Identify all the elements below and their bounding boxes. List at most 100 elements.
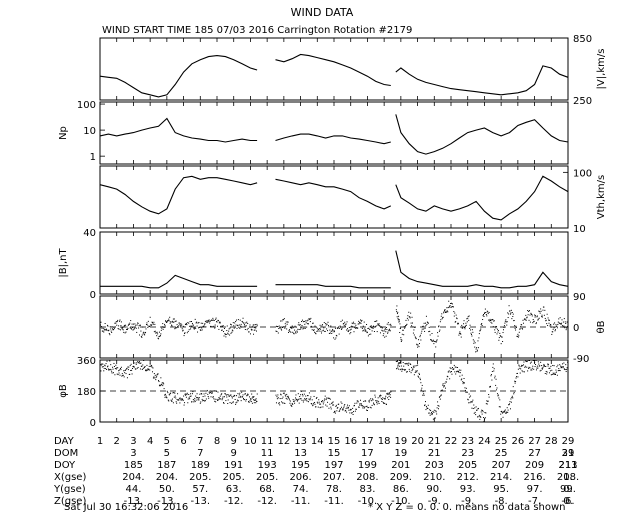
panel-phi-point xyxy=(331,403,333,405)
panel-theta-point xyxy=(232,330,234,332)
panel-phi-point xyxy=(119,367,121,369)
panel-phi-point xyxy=(339,408,341,410)
panel-theta-point xyxy=(538,310,540,312)
panel-theta-point xyxy=(503,326,505,328)
panel-phi-point xyxy=(319,407,321,409)
panel-phi-point xyxy=(316,396,318,398)
panel-phi-point xyxy=(425,401,426,403)
table-cell: 19 xyxy=(394,448,407,459)
panel-theta-point xyxy=(350,332,352,334)
panel-phi-point xyxy=(435,411,437,413)
panel-phi-point xyxy=(229,395,231,397)
panel-theta-point xyxy=(136,331,138,333)
panel-theta-point xyxy=(366,331,368,333)
table-cell: 7 xyxy=(197,436,203,447)
panel-phi-point xyxy=(283,392,285,394)
panel-phi-point xyxy=(455,366,457,368)
panel-phi-point xyxy=(529,362,531,364)
table-cell: 13 xyxy=(294,448,307,459)
panel-theta-point xyxy=(396,305,398,307)
panel-theta-point xyxy=(538,317,540,319)
panel-theta-point xyxy=(398,321,400,323)
panel-phi-point xyxy=(187,398,189,400)
panel-phi-point xyxy=(483,420,485,422)
panel-phi-point xyxy=(124,372,126,374)
panel-phi-point xyxy=(322,406,324,408)
panel-phi-point xyxy=(234,398,236,400)
panel-frame-density xyxy=(99,101,569,165)
panel-theta-point xyxy=(412,326,414,328)
panel-phi-point xyxy=(139,362,141,364)
panel-phi-point xyxy=(125,373,127,375)
panel-theta-point xyxy=(197,322,199,324)
panel-theta-point xyxy=(234,322,236,324)
panel-theta-point xyxy=(112,328,114,330)
panel-theta-point xyxy=(536,316,538,318)
footer-note: * X Y Z = 0. 0. 0. means no data shown xyxy=(368,502,566,512)
panel-theta-point xyxy=(444,309,446,311)
panel-theta-point xyxy=(549,325,551,327)
panel-phi-point xyxy=(235,403,237,405)
panel-theta-point xyxy=(191,321,192,323)
panel-theta-point xyxy=(436,340,438,342)
panel-phi-point xyxy=(365,406,367,408)
panel-theta-point xyxy=(407,315,409,317)
panel-phi-point xyxy=(529,367,531,369)
panel-phi-point xyxy=(360,403,362,405)
table-cell: 25 xyxy=(495,436,508,447)
panel-phi-point xyxy=(170,399,172,401)
panel-phi-point xyxy=(351,412,353,414)
table-cell: 15 xyxy=(328,448,341,459)
table-cell: -6. xyxy=(561,496,574,507)
panel-theta-point xyxy=(227,333,229,335)
panel-phi-point xyxy=(327,401,329,403)
panel-phi-point xyxy=(354,410,356,412)
panel-theta-point xyxy=(133,328,135,330)
table-cell: 10 xyxy=(244,436,257,447)
panel-theta-point xyxy=(351,322,353,324)
panel-phi-point xyxy=(101,366,103,368)
panel-phi-point xyxy=(171,400,173,402)
panel-phi-point xyxy=(194,397,196,399)
panel-theta-point xyxy=(305,320,307,322)
panel-phi-point xyxy=(177,393,179,395)
panel-theta-point xyxy=(564,327,566,329)
panel-theta-point xyxy=(358,320,360,322)
panel-theta-point xyxy=(354,327,356,329)
table-cell: 31 xyxy=(562,448,575,459)
panel-phi-point xyxy=(444,382,446,384)
panel-phi-point xyxy=(279,398,281,400)
panel-theta-point xyxy=(216,321,218,323)
panel-phi-point xyxy=(109,368,111,370)
panel-theta-point xyxy=(562,326,564,328)
panel-theta-point xyxy=(432,339,434,341)
panel-phi-point xyxy=(117,367,119,369)
panel-phi-point xyxy=(165,396,167,398)
panel-phi-point xyxy=(286,398,288,400)
panel-theta-point xyxy=(103,329,105,331)
panel-theta-point xyxy=(327,321,329,323)
panel-theta-point xyxy=(179,324,181,326)
panel-phi-point xyxy=(114,374,116,376)
panel-phi-point xyxy=(561,363,563,365)
panel-theta-point xyxy=(413,329,415,331)
panel-phi-point xyxy=(505,412,507,414)
panel-theta-point xyxy=(252,324,254,326)
panel-phi-point xyxy=(449,378,451,380)
panel-theta-point xyxy=(424,327,426,329)
panel-theta-point xyxy=(100,321,102,323)
panel-theta-point xyxy=(127,324,129,326)
panel-phi-point xyxy=(127,366,129,368)
panel-phi-point xyxy=(224,393,226,395)
panel-phi-point xyxy=(229,402,231,404)
panel-theta-point xyxy=(546,313,548,315)
panel-theta-point xyxy=(143,333,145,335)
panel-theta-point xyxy=(299,324,301,326)
panel-phi-point xyxy=(151,366,153,368)
panel-theta-point xyxy=(296,331,298,333)
panel-theta-point xyxy=(283,326,285,328)
panel-theta-point xyxy=(292,327,294,329)
panel-theta-point xyxy=(228,328,230,330)
panel-theta-point xyxy=(229,327,231,329)
panel-phi-point xyxy=(548,372,550,374)
